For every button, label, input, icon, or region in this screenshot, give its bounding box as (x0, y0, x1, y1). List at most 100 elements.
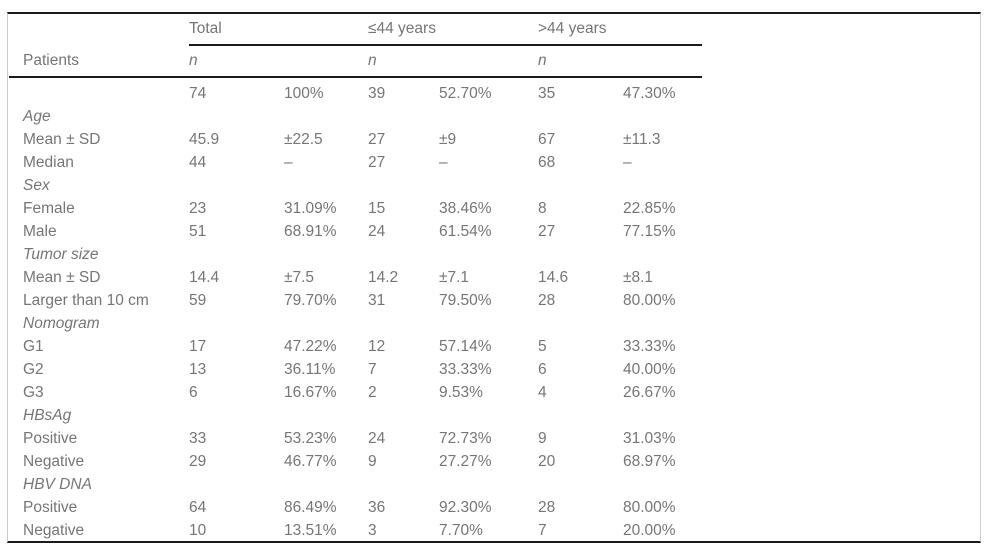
empty-cell (623, 45, 703, 78)
table-cell: 20.00% (623, 522, 676, 539)
table-cell (623, 404, 702, 427)
table-cell: 7 (368, 361, 377, 378)
table-cell (538, 243, 623, 266)
row-label: Mean ± SD (23, 269, 101, 286)
table-cell (368, 312, 439, 335)
table-row: G1 17 47.22% 12 57.14% 5 33.33% (9, 335, 702, 358)
table-cell (368, 404, 439, 427)
row-label: Negative (23, 522, 85, 539)
table-cell (623, 312, 702, 335)
table-cell: 20 (538, 453, 556, 470)
table-cell: 51 (189, 223, 207, 240)
section-label: Sex (23, 177, 50, 194)
table-cell (368, 174, 439, 197)
row-label: Male (23, 223, 57, 240)
table-row: Positive 64 86.49% 36 92.30% 28 80.00% (9, 496, 702, 519)
table-cell: 16.67% (284, 384, 337, 401)
table-cell: 31 (368, 292, 386, 309)
table-cell: 28 (538, 292, 556, 309)
section-row: Sex (9, 174, 702, 197)
table-cell: 9 (368, 453, 377, 470)
table-cell: 39 (368, 85, 386, 102)
table-cell (439, 243, 538, 266)
table-header: Total ≤44 years >44 years Patients n n n (9, 14, 703, 78)
table-row: Positive 33 53.23% 24 72.73% 9 31.03% (9, 427, 702, 450)
table-cell (284, 312, 368, 335)
row-label: Positive (23, 499, 78, 516)
table-cell: 86.49% (284, 499, 337, 516)
row-label: G2 (23, 361, 44, 378)
table-cell: 23 (189, 200, 207, 217)
table-row: Negative 10 13.51% 3 7.70% 7 20.00% (9, 519, 702, 542)
table-cell: 9 (538, 430, 547, 447)
table-cell (368, 105, 439, 128)
table-cell: 80.00% (623, 292, 676, 309)
table-cell: 6 (189, 384, 198, 401)
section-label: Age (23, 108, 51, 125)
table-cell (538, 105, 623, 128)
row-label (9, 77, 189, 105)
row-header-patients: Patients (9, 45, 189, 78)
table-cell: 44 (189, 154, 207, 171)
table-cell: 28 (538, 499, 556, 516)
table-cell (189, 174, 284, 197)
table-cell: 29 (189, 453, 207, 470)
table-cell: – (284, 154, 293, 171)
row-label: Positive (23, 430, 78, 447)
section-label: Tumor size (23, 246, 99, 263)
table-cell: 4 (538, 384, 547, 401)
table-cell: – (623, 154, 632, 171)
n-label-le44: n (368, 45, 439, 78)
table-cell: ±7.5 (284, 269, 315, 286)
table-cell (189, 105, 284, 128)
row-label: Mean ± SD (23, 131, 101, 148)
table-cell (284, 174, 368, 197)
table-cell: 59 (189, 292, 207, 309)
table-cell (538, 404, 623, 427)
column-group-gt44: >44 years (538, 14, 703, 46)
row-label: Negative (23, 453, 85, 470)
table-cell: 3 (368, 522, 377, 539)
subheader-row: Patients n n n (9, 45, 703, 78)
table-cell: 72.73% (439, 430, 492, 447)
table-cell: – (439, 154, 448, 171)
table-cell: 68.97% (623, 453, 676, 470)
table-cell: 14.2 (368, 269, 399, 286)
table-cell: ±8.1 (623, 269, 654, 286)
table-cell: ±9 (439, 131, 457, 148)
table-cell: 27 (368, 154, 386, 171)
table-row: Median 44 – 27 – 68 – (9, 151, 702, 174)
column-group-le44: ≤44 years (368, 14, 538, 46)
table-cell: 27 (538, 223, 556, 240)
table-row: Female 23 31.09% 15 38.46% 8 22.85% (9, 197, 702, 220)
table-cell (189, 243, 284, 266)
table-cell (284, 404, 368, 427)
row-label: G1 (23, 338, 44, 355)
table-cell (538, 174, 623, 197)
table-cell: 33 (189, 430, 207, 447)
table-cell: 100% (284, 85, 324, 102)
table-cell: 45.9 (189, 131, 220, 148)
row-label: Female (23, 200, 75, 217)
table-cell: 2 (368, 384, 377, 401)
table-row: Negative 29 46.77% 9 27.27% 20 68.97% (9, 450, 702, 473)
table-cell: 7.70% (439, 522, 483, 539)
table-cell: 92.30% (439, 499, 492, 516)
table-cell: 14.4 (189, 269, 220, 286)
table-cell: 68 (538, 154, 556, 171)
table-row: G2 13 36.11% 7 33.33% 6 40.00% (9, 358, 702, 381)
table-cell: 6 (538, 361, 547, 378)
table-frame: Total ≤44 years >44 years Patients n n n… (7, 12, 981, 543)
section-label: Nomogram (23, 315, 100, 332)
table-cell: 67 (538, 131, 556, 148)
table-cell: 80.00% (623, 499, 676, 516)
n-label-total: n (189, 45, 284, 78)
table-cell (439, 473, 538, 496)
table-row: 74 100% 39 52.70% 35 47.30% (9, 77, 702, 105)
empty-cell (439, 45, 538, 78)
table-cell (623, 174, 702, 197)
table-cell: 52.70% (439, 85, 492, 102)
n-label-gt44: n (538, 45, 623, 78)
table-cell: 15 (368, 200, 386, 217)
